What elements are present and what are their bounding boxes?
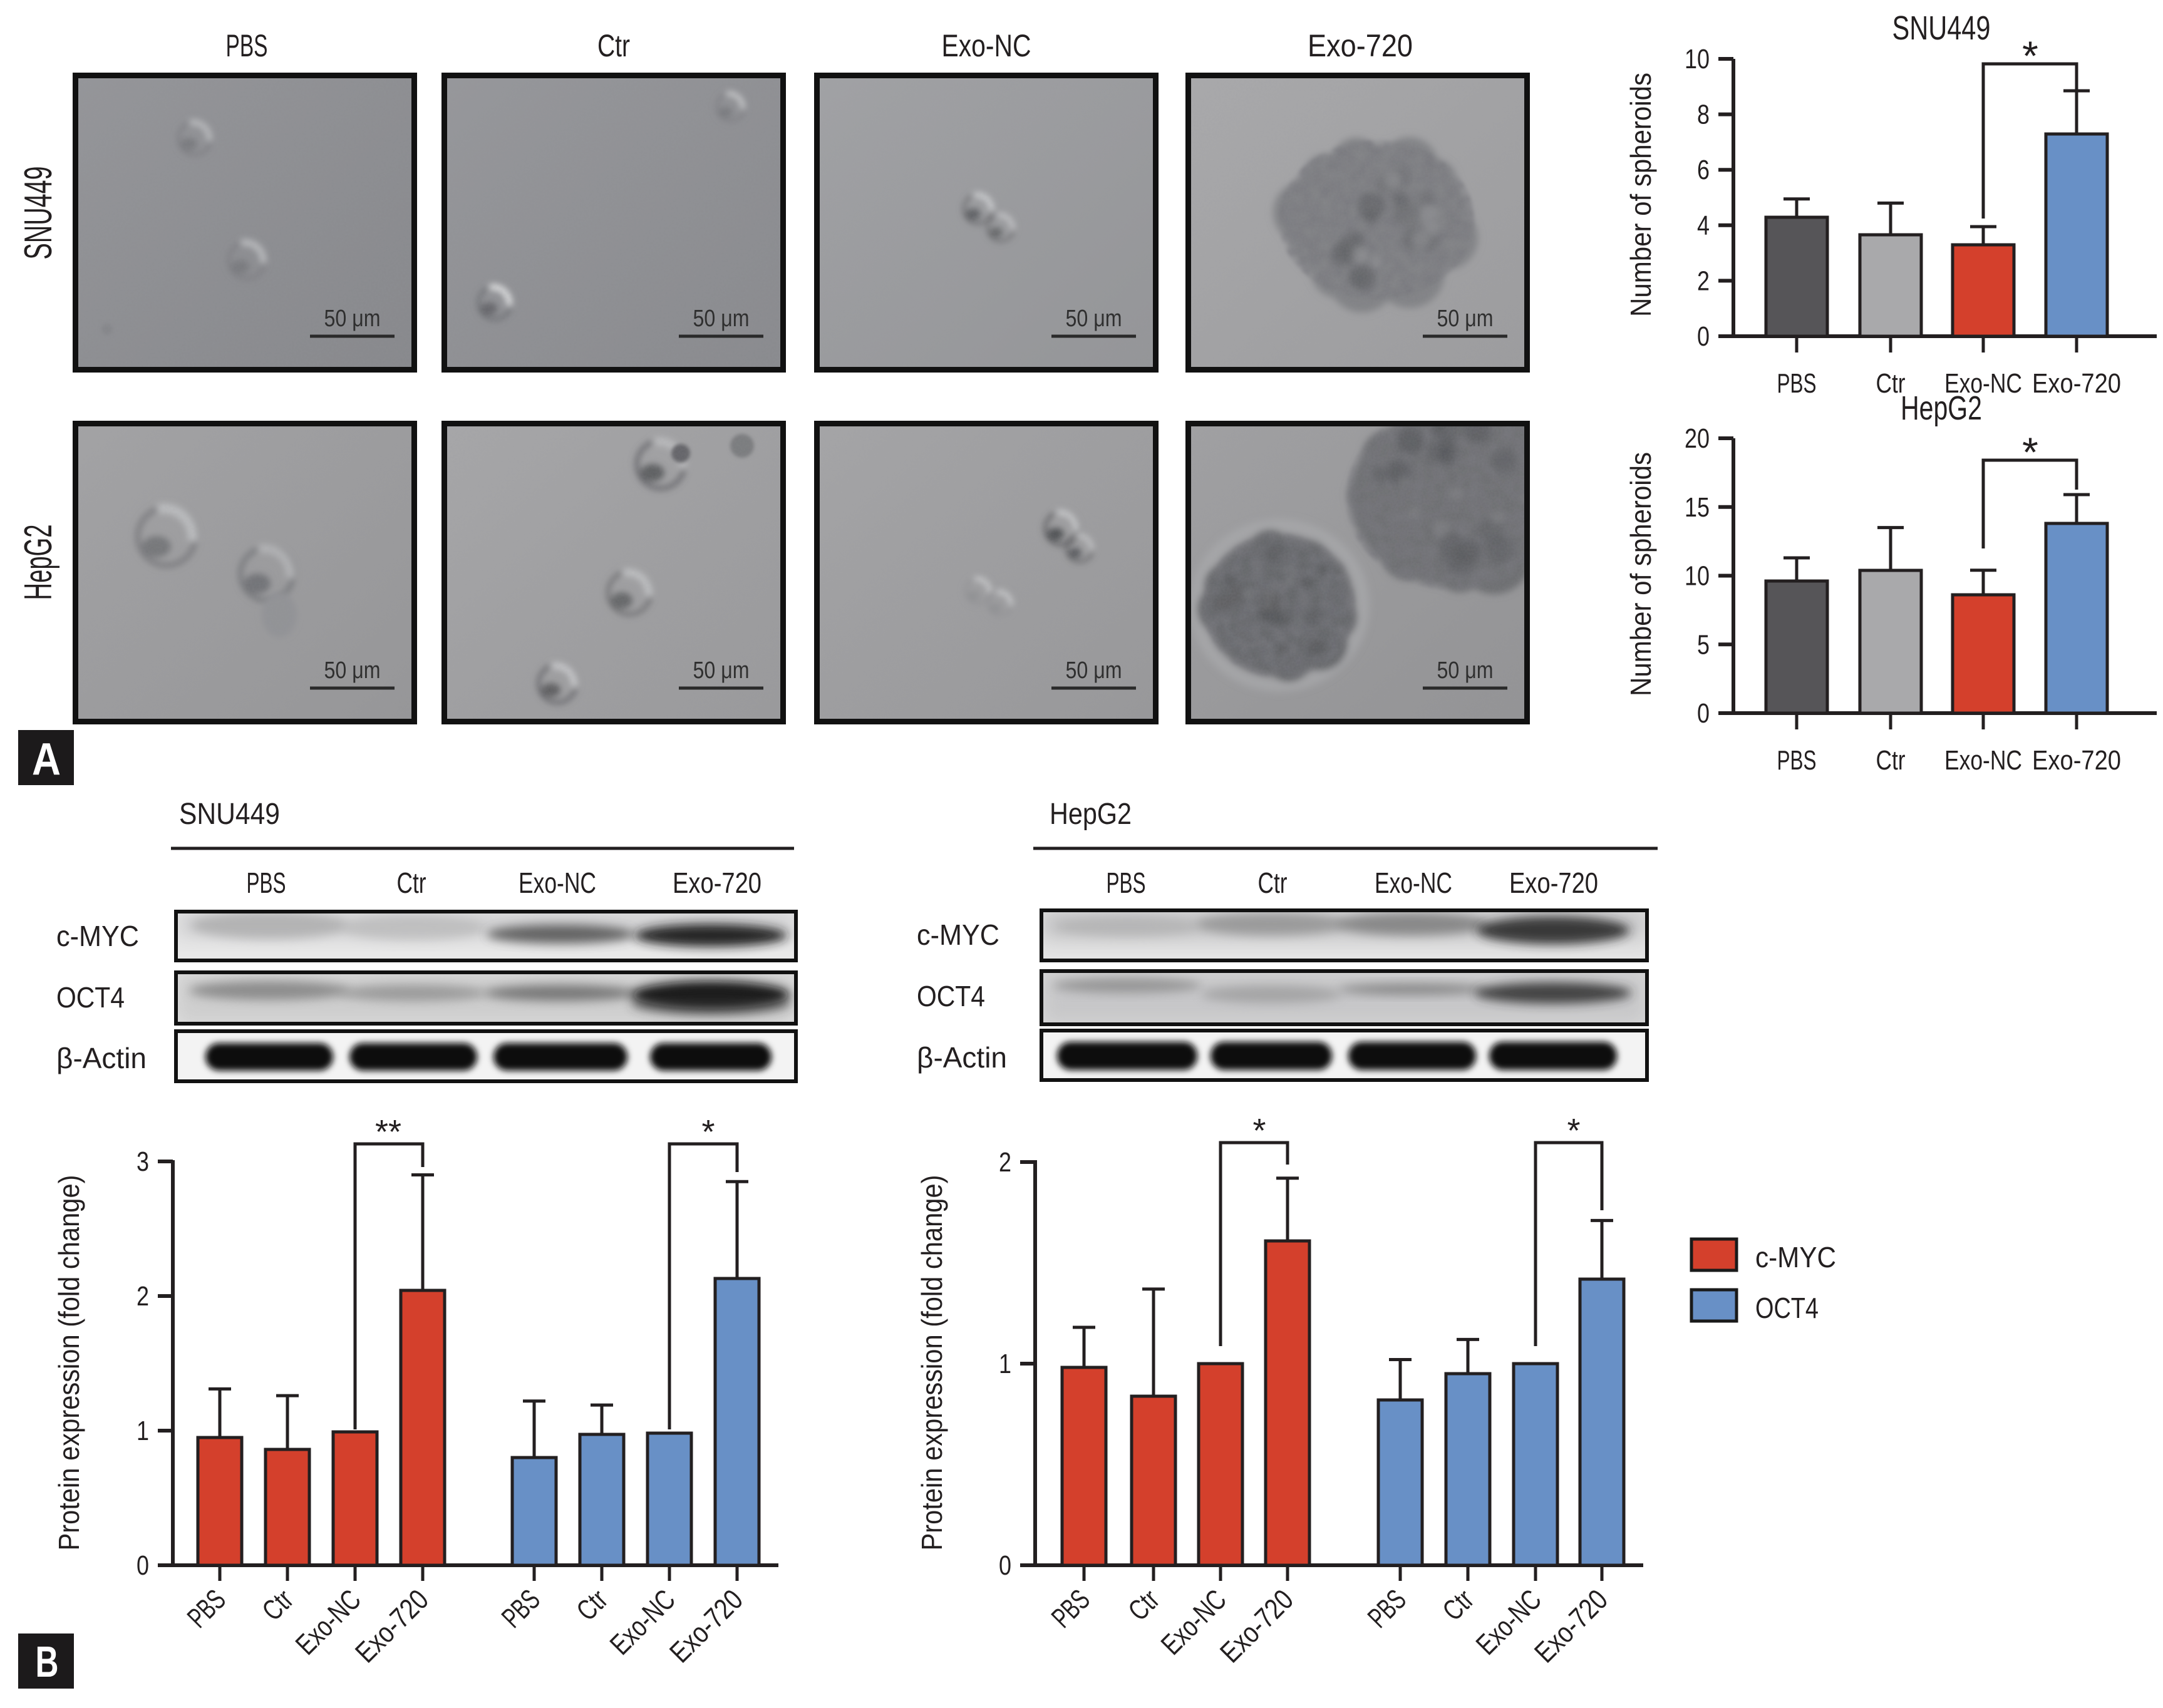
svg-text:c-MYC: c-MYC — [917, 918, 999, 951]
svg-text:Exo-720: Exo-720 — [673, 867, 761, 899]
svg-text:Protein expression (fold chang: Protein expression (fold change) — [53, 1175, 85, 1551]
svg-text:*: * — [701, 1113, 715, 1151]
svg-text:*: * — [1567, 1112, 1580, 1150]
svg-text:0: 0 — [999, 1550, 1011, 1581]
svg-text:50 μm: 50 μm — [1437, 657, 1494, 684]
svg-text:HepG2: HepG2 — [17, 525, 60, 600]
svg-text:Protein expression (fold chang: Protein expression (fold change) — [916, 1175, 948, 1551]
svg-text:8: 8 — [1697, 100, 1710, 130]
svg-text:*: * — [1252, 1112, 1266, 1150]
svg-text:10: 10 — [1685, 561, 1710, 592]
svg-text:1: 1 — [137, 1416, 149, 1446]
svg-text:*: * — [2022, 33, 2038, 79]
svg-text:PBS: PBS — [1107, 867, 1146, 899]
svg-text:A: A — [32, 734, 61, 785]
svg-text:50 μm: 50 μm — [1066, 306, 1122, 332]
svg-text:Exo-720: Exo-720 — [2032, 368, 2121, 399]
svg-text:50 μm: 50 μm — [1437, 306, 1494, 332]
svg-text:20: 20 — [1685, 423, 1710, 454]
svg-text:Number of spheroids: Number of spheroids — [1624, 73, 1657, 317]
svg-text:4: 4 — [1697, 210, 1710, 241]
svg-text:Exo-720: Exo-720 — [2032, 745, 2121, 776]
svg-text:OCT4: OCT4 — [917, 980, 985, 1012]
svg-text:50 μm: 50 μm — [1066, 657, 1122, 684]
svg-text:Ctr: Ctr — [1876, 745, 1906, 776]
svg-text:Ctr: Ctr — [597, 28, 630, 63]
svg-text:Number of spheroids: Number of spheroids — [1624, 452, 1657, 696]
svg-text:Exo-NC: Exo-NC — [1944, 368, 2022, 399]
svg-text:6: 6 — [1697, 155, 1710, 185]
svg-text:OCT4: OCT4 — [1755, 1292, 1819, 1324]
svg-text:Exo-720: Exo-720 — [1509, 867, 1598, 899]
svg-text:Ctr: Ctr — [1876, 368, 1906, 399]
svg-text:50 μm: 50 μm — [324, 657, 381, 684]
svg-text:Exo-NC: Exo-NC — [519, 867, 596, 899]
svg-text:β-Actin: β-Actin — [917, 1041, 1007, 1074]
svg-text:PBS: PBS — [1777, 745, 1817, 776]
svg-text:Exo-NC: Exo-NC — [942, 28, 1031, 63]
svg-text:50 μm: 50 μm — [324, 306, 381, 332]
svg-text:HepG2: HepG2 — [1901, 389, 1982, 427]
svg-text:50 μm: 50 μm — [693, 657, 750, 684]
svg-text:3: 3 — [137, 1146, 149, 1177]
svg-text:c-MYC: c-MYC — [56, 920, 139, 952]
svg-text:2: 2 — [1697, 265, 1710, 296]
svg-text:PBS: PBS — [226, 28, 268, 63]
svg-text:OCT4: OCT4 — [56, 981, 125, 1014]
svg-text:0: 0 — [137, 1550, 149, 1581]
svg-text:1: 1 — [999, 1349, 1011, 1379]
svg-text:HepG2: HepG2 — [1050, 798, 1132, 831]
svg-text:c-MYC: c-MYC — [1755, 1241, 1836, 1273]
svg-text:2: 2 — [137, 1281, 149, 1312]
svg-text:2: 2 — [999, 1147, 1011, 1178]
svg-text:β-Actin: β-Actin — [56, 1042, 147, 1074]
svg-text:*: * — [2022, 429, 2038, 475]
svg-text:0: 0 — [1697, 321, 1710, 352]
svg-text:SNU449: SNU449 — [179, 798, 280, 831]
svg-text:Exo-NC: Exo-NC — [1944, 745, 2022, 776]
svg-text:PBS: PBS — [247, 867, 286, 899]
svg-text:10: 10 — [1685, 44, 1710, 75]
svg-text:5: 5 — [1697, 629, 1710, 660]
svg-text:Exo-720: Exo-720 — [1308, 28, 1413, 63]
svg-text:Ctr: Ctr — [397, 867, 426, 899]
svg-text:15: 15 — [1685, 492, 1710, 523]
svg-text:0: 0 — [1697, 698, 1710, 729]
svg-text:SNU449: SNU449 — [1892, 9, 1991, 47]
svg-text:**: ** — [375, 1113, 401, 1151]
svg-text:B: B — [36, 1637, 59, 1686]
svg-text:Exo-NC: Exo-NC — [1375, 867, 1452, 899]
svg-text:Ctr: Ctr — [1258, 867, 1288, 899]
svg-text:PBS: PBS — [1777, 368, 1817, 399]
svg-text:50 μm: 50 μm — [693, 306, 750, 332]
svg-text:SNU449: SNU449 — [17, 167, 60, 260]
